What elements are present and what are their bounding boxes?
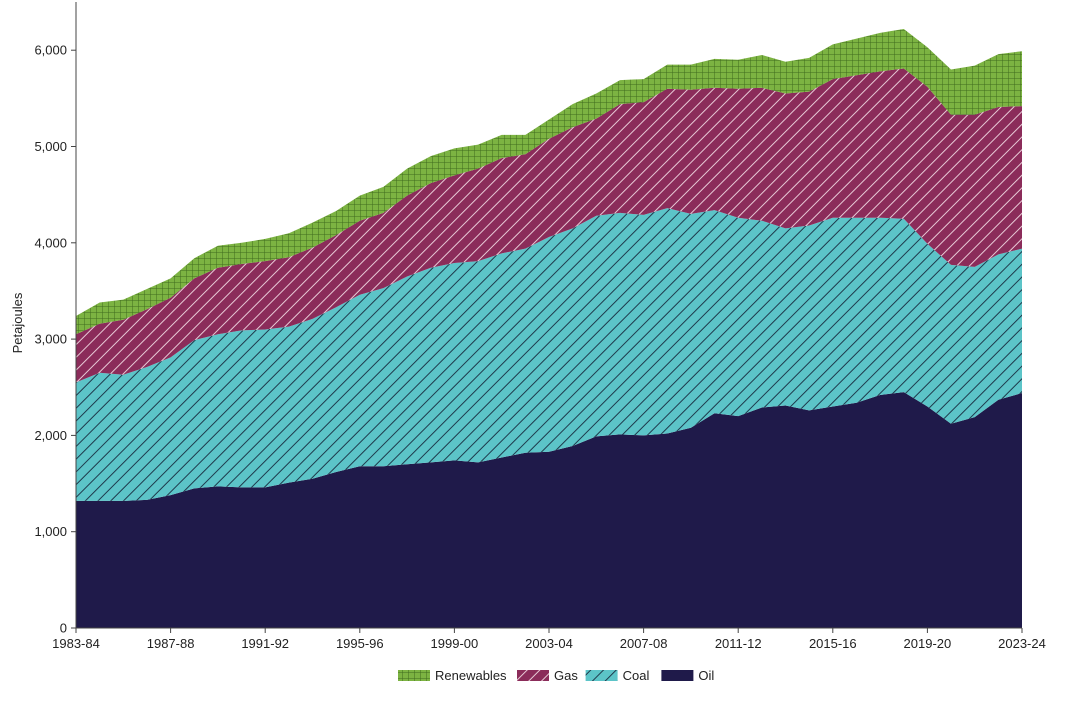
- x-tick-label: 2003-04: [525, 636, 573, 651]
- x-tick-label: 1991-92: [241, 636, 289, 651]
- legend: Renewables Gas Coal Oil: [398, 668, 714, 683]
- x-tick-label: 2019-20: [904, 636, 952, 651]
- x-tick-label: 1987-88: [147, 636, 195, 651]
- y-tick-label: 5,000: [34, 139, 67, 154]
- x-tick-label: 1995-96: [336, 636, 384, 651]
- y-tick-label: 4,000: [34, 235, 67, 250]
- area-renewables: [76, 29, 1022, 335]
- legend-swatch-coal: [585, 670, 618, 681]
- legend-label-renewables: Renewables: [435, 668, 507, 683]
- legend-swatch-gas: [517, 670, 549, 681]
- y-axis-title: Petajoules: [10, 292, 25, 353]
- y-tick-label: 1,000: [34, 524, 67, 539]
- x-axis: 1983-84 1987-88 1991-92 1995-96 1999-00 2003-…: [52, 627, 1046, 651]
- legend-label-oil: Oil: [698, 668, 714, 683]
- legend-swatch-renewables: [398, 670, 430, 681]
- x-tick-label: 1983-84: [52, 636, 100, 651]
- x-tick-label: 2015-16: [809, 636, 857, 651]
- x-tick-label: 2011-12: [715, 636, 762, 651]
- y-tick-label: 0: [60, 621, 67, 636]
- y-tick-label: 3,000: [34, 332, 67, 347]
- area-gas: [76, 68, 1022, 383]
- x-tick-label: 1999-00: [431, 636, 479, 651]
- area-oil: [76, 392, 1022, 628]
- x-tick-label: 2007-08: [620, 636, 668, 651]
- x-tick-label: 2023-24: [998, 636, 1046, 651]
- area-coal: [76, 208, 1022, 501]
- series-areas: [76, 29, 1022, 628]
- legend-label-gas: Gas: [554, 668, 578, 683]
- y-axis: 0 1,000 2,000 3,000 4,000 5,000 6,000: [34, 2, 77, 636]
- y-tick-label: 6,000: [34, 43, 67, 58]
- y-tick-label: 2,000: [34, 428, 67, 443]
- legend-swatch-oil: [661, 670, 694, 681]
- legend-label-coal: Coal: [623, 668, 650, 683]
